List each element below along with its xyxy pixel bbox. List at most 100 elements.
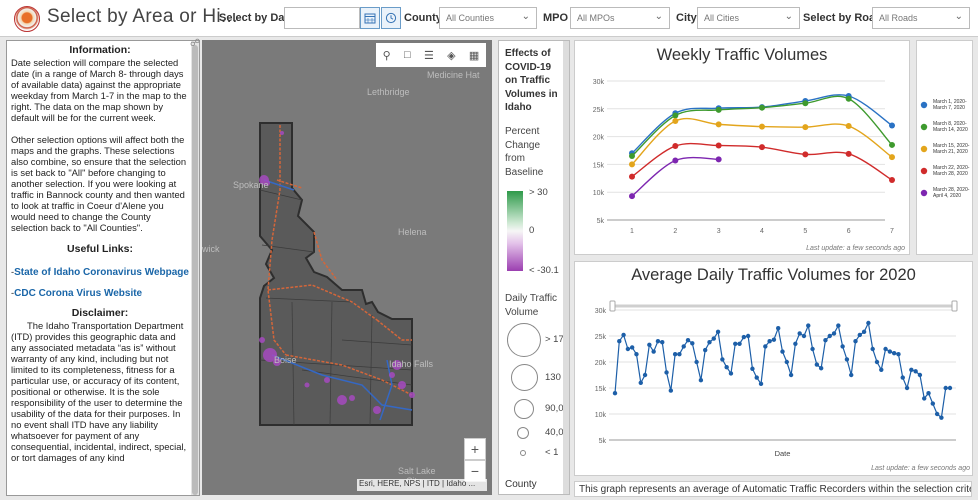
daily-data-point <box>711 336 716 341</box>
size-circle-5 <box>520 450 526 456</box>
ramp-label-high: > 30 <box>529 187 548 198</box>
mpo-select[interactable]: All MPOs ⌄ <box>570 7 670 29</box>
weekly-x-tick-label: 6 <box>847 228 851 235</box>
ramp-label-zero: 0 <box>529 225 535 236</box>
date-input[interactable] <box>284 7 360 29</box>
map-label-lethbridge: Lethbridge <box>367 87 410 97</box>
daily-data-point <box>844 357 850 362</box>
daily-data-point <box>660 340 665 345</box>
daily-data-point <box>887 349 893 354</box>
daily-data-point <box>801 333 807 339</box>
county-label: County <box>404 12 442 24</box>
daily-data-point <box>896 352 901 357</box>
weekly-data-point <box>715 106 722 113</box>
idaho-coronavirus-link[interactable]: State of Idaho Coronavirus Webpage <box>14 267 189 278</box>
daily-updated: Last update: a few seconds ago <box>871 465 970 472</box>
chevron-down-icon: ⌄ <box>784 11 793 22</box>
daily-data-point <box>745 333 751 339</box>
info-scrollbar[interactable] <box>191 41 199 495</box>
daily-data-point <box>715 329 721 335</box>
weekly-data-point <box>845 123 852 130</box>
road-select-value: All Roads <box>879 13 918 23</box>
series-legend-label: March 28, 2020- <box>933 187 970 193</box>
daily-data-point <box>672 352 678 357</box>
city-select-value: All Cities <box>704 13 740 23</box>
weekly-data-point <box>629 161 635 168</box>
daily-y-tick-label: 15k <box>595 386 607 393</box>
weekly-data-point <box>889 154 895 161</box>
county-select[interactable]: All Counties ⌄ <box>439 7 537 29</box>
daily-data-point <box>728 371 734 376</box>
daily-data-point <box>934 411 940 417</box>
daily-data-point <box>733 341 738 346</box>
daily-range-handle-right <box>951 300 958 312</box>
series-legend-label: April 4, 2020 <box>933 193 961 199</box>
weekly-x-tick-label: 7 <box>890 228 894 235</box>
calendar-button[interactable] <box>360 7 380 29</box>
layers-icon[interactable]: ◈ <box>447 49 456 62</box>
daily-data-point <box>750 366 755 371</box>
weekly-data-point <box>759 123 765 130</box>
legend-county-label: County <box>505 479 537 490</box>
weekly-x-tick-label: 3 <box>717 228 721 235</box>
legend-list-icon[interactable]: ☰ <box>423 49 434 62</box>
weekly-updated: Last update: a few seconds ago <box>806 245 905 252</box>
calendar-icon <box>364 13 376 24</box>
map-view[interactable]: Medicine Hat Lethbridge Spokane Helena w… <box>202 40 492 495</box>
weekly-data-point <box>672 118 679 125</box>
time-button[interactable] <box>381 7 401 29</box>
city-select[interactable]: All Cities ⌄ <box>697 7 800 29</box>
daily-data-point <box>698 378 704 383</box>
weekly-y-tick-label: 15k <box>593 162 605 169</box>
basemap-gallery-icon[interactable]: ▦ <box>468 49 480 62</box>
scrollbar-thumb[interactable] <box>192 45 198 495</box>
size-circle-4 <box>517 427 529 439</box>
weekly-chart: 5k 10k 15k 20k 25k 30k 1 2 3 4 5 6 7 <box>593 79 895 235</box>
daily-chart-title: Average Daily Traffic Volumes for 2020 <box>631 266 916 284</box>
info-heading: Information: <box>69 44 131 56</box>
map-label-helena: Helena <box>398 227 427 237</box>
daily-data-point <box>797 331 802 336</box>
daily-data-point <box>758 381 764 387</box>
daily-data-point <box>891 350 897 356</box>
daily-y-tick-label: 5k <box>599 438 607 445</box>
map-toolbar: ⚲ □ ☰ ◈ ▦ <box>376 43 486 67</box>
size-label-5: < 1 <box>545 447 559 458</box>
daily-x-axis-label: Date <box>775 449 791 458</box>
legend-scrollbar[interactable] <box>563 41 569 494</box>
expand-icon[interactable]: ☍ <box>190 38 201 49</box>
zoom-in-button[interactable]: + <box>464 438 486 460</box>
bookmark-icon[interactable]: □ <box>404 49 411 61</box>
weekly-y-tick-label: 30k <box>593 79 605 86</box>
traffic-points <box>259 131 415 414</box>
daily-data-point <box>681 344 686 349</box>
series-legend-canvas: March 1, 2020-March 7, 2020 March 8, 2020… <box>920 99 970 199</box>
series-legend-label: March 7, 2020 <box>933 105 965 111</box>
daily-data-point <box>857 332 863 338</box>
cdc-link[interactable]: CDC Corona Virus Website <box>14 288 143 299</box>
weekly-data-point <box>672 157 679 164</box>
series-legend-label: March 28, 2020 <box>933 171 968 177</box>
date-label: Select by Date <box>219 12 295 24</box>
road-select[interactable]: All Roads ⌄ <box>872 7 970 29</box>
series-legend-label: March 1, 2020- <box>933 99 967 105</box>
size-label-4: 40,0 <box>545 427 564 438</box>
series-legend-label: March 8, 2020- <box>933 121 967 127</box>
weekly-data-point <box>802 151 809 158</box>
map-attribution: Esri, HERE, NPS | ITD | Idaho ... <box>357 479 487 491</box>
search-icon[interactable]: ⚲ <box>382 49 391 62</box>
daily-data-point <box>917 372 923 378</box>
map-label-spokane: Spokane <box>233 180 269 190</box>
daily-data-point <box>668 388 674 393</box>
map-label-medicine-hat: Medicine Hat <box>427 70 480 80</box>
info-panel: Information: Date selection will compare… <box>6 40 200 496</box>
daily-data-point <box>913 369 918 374</box>
daily-data-point <box>814 362 820 367</box>
link-line-cdc: -CDC Corona Virus Website <box>11 287 143 299</box>
mpo-label: MPO <box>543 12 569 24</box>
map-label-idaho-falls: Idaho Falls <box>389 359 434 369</box>
daily-data-point <box>655 339 661 344</box>
map-legend: Effects of COVID-19 on Traffic Volumes i… <box>498 40 570 495</box>
daily-data-point <box>771 337 777 342</box>
app-title: Select by Area or Hi... <box>47 6 238 27</box>
